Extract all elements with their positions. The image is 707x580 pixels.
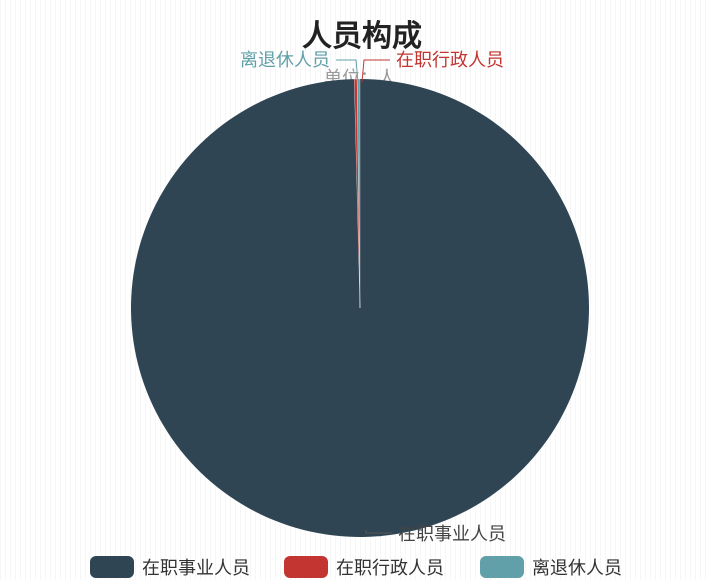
leader-line-1	[365, 530, 392, 534]
legend-swatch-2[interactable]	[284, 556, 328, 578]
pie-slices	[130, 78, 589, 537]
chart-title: 人员构成	[302, 19, 422, 54]
legend-label-3[interactable]: 离退休人员	[532, 558, 622, 579]
leader-line-3	[336, 59, 359, 83]
legend-label-1[interactable]: 在职事业人员	[142, 558, 250, 579]
slice-label-2: 在职行政人员	[396, 50, 504, 71]
legend-swatch-3[interactable]	[480, 556, 524, 578]
pie-slice-3[interactable]	[356, 78, 361, 309]
legend-label-2[interactable]: 在职行政人员	[336, 558, 444, 579]
slice-label-1: 在职事业人员	[398, 524, 506, 545]
legend-swatch-1[interactable]	[90, 556, 134, 578]
legend[interactable]: 在职事业人员 在职行政人员 离退休人员	[90, 556, 622, 579]
leader-line-2	[361, 59, 390, 83]
slice-label-3: 离退休人员	[240, 50, 330, 71]
